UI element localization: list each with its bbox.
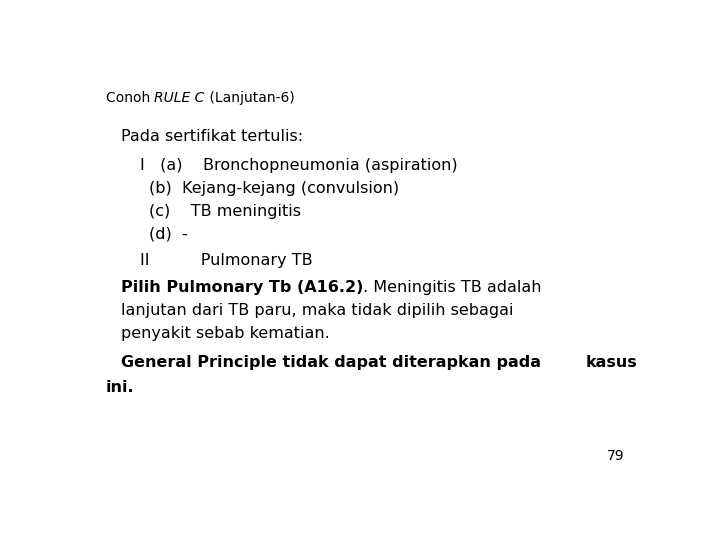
Text: ini.: ini. [106, 380, 134, 395]
Text: (d)  -: (d) - [148, 227, 187, 242]
Text: (Lanjutan-6): (Lanjutan-6) [204, 91, 294, 105]
Text: Pada sertifikat tertulis:: Pada sertifikat tertulis: [121, 129, 303, 144]
Text: II          Pulmonary TB: II Pulmonary TB [140, 253, 313, 268]
Text: (b)  Kejang-kejang (convulsion): (b) Kejang-kejang (convulsion) [148, 181, 399, 196]
Text: lanjutan dari TB paru, maka tidak dipilih sebagai: lanjutan dari TB paru, maka tidak dipili… [121, 302, 513, 318]
Text: . Meningitis TB adalah: . Meningitis TB adalah [363, 280, 541, 295]
Text: kasus: kasus [585, 355, 637, 369]
Text: 79: 79 [606, 449, 624, 463]
Text: General Principle tidak dapat diterapkan pada: General Principle tidak dapat diterapkan… [121, 355, 541, 369]
Text: Conoh: Conoh [106, 91, 154, 105]
Text: penyakit sebab kematian.: penyakit sebab kematian. [121, 326, 330, 341]
Text: (c)    TB meningitis: (c) TB meningitis [148, 204, 300, 219]
Text: Pilih Pulmonary Tb (A16.2): Pilih Pulmonary Tb (A16.2) [121, 280, 363, 295]
Text: I   (a)    Bronchopneumonia (aspiration): I (a) Bronchopneumonia (aspiration) [140, 158, 458, 173]
Text: RULE C: RULE C [154, 91, 204, 105]
